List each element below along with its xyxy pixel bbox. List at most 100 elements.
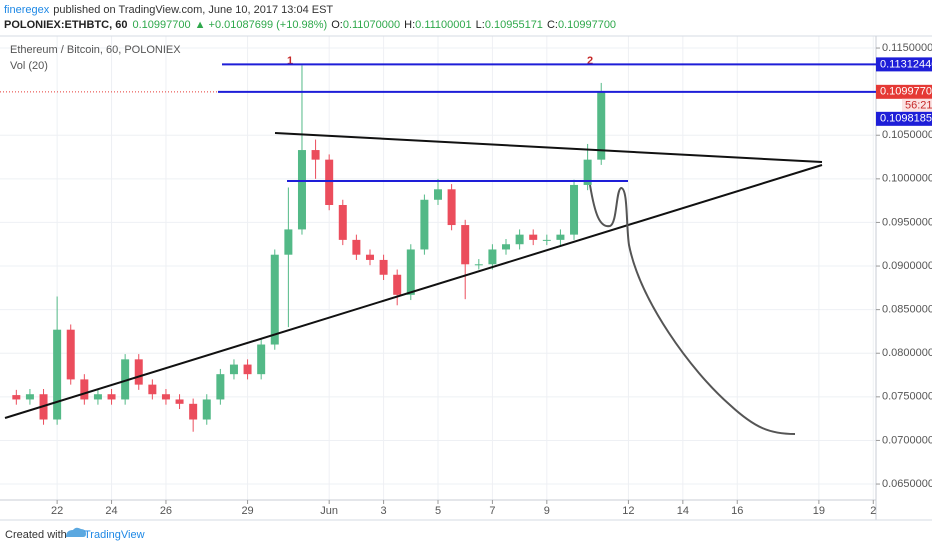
candle-body [202, 399, 211, 420]
x-tick-label: 2 [870, 505, 876, 517]
candle-body [53, 329, 62, 420]
candle-body [325, 159, 334, 205]
candle-body [216, 374, 225, 400]
chart-title: Ethereum / Bitcoin, 60, POLONIEX [10, 44, 181, 56]
price-label: 0.10981853 [880, 113, 932, 125]
candle-body [406, 249, 415, 295]
candle-body [148, 384, 157, 395]
candle-body [474, 264, 483, 266]
ohlc-value: 0.11100001 [415, 19, 471, 31]
price-label: 0.11312446 [880, 58, 932, 70]
candle-body [175, 399, 184, 404]
candle-body [542, 239, 551, 241]
candle-body [556, 234, 565, 240]
ohlc-value: 0.10955171 [485, 19, 543, 31]
ohlc-value: 0.10997700 [558, 19, 616, 31]
projection-curve [589, 184, 796, 435]
x-tick-label: 5 [435, 505, 441, 517]
indicator-label: Vol (20) [10, 60, 48, 72]
candle-body [93, 394, 102, 400]
x-tick-label: 24 [105, 505, 117, 517]
candle-body [66, 329, 75, 380]
symbol-line: POLONIEX:ETHBTC, 60 0.10997700 ▲ +0.010876… [4, 19, 616, 31]
candle-body [502, 244, 511, 250]
candle-body [597, 91, 606, 160]
x-tick-label: 12 [622, 505, 634, 517]
candle-body [434, 189, 442, 200]
footer-text: Created with [5, 529, 67, 541]
x-tick-label: 22 [51, 505, 63, 517]
x-tick-label: 14 [677, 505, 689, 517]
candle-body [243, 364, 252, 375]
ohlc-key: L: [476, 19, 485, 31]
trend-line [4, 164, 823, 419]
trend-line [274, 132, 823, 163]
candle-body [107, 394, 116, 400]
ohlc-value: 0.11070000 [343, 19, 400, 31]
candle-body [257, 344, 266, 375]
ohlc-key: O: [331, 19, 343, 31]
y-tick-label: 0.06500000 [882, 478, 932, 490]
candle-body [338, 204, 347, 240]
plot-area [0, 36, 876, 500]
price-label-box [876, 57, 932, 72]
candle-body [420, 199, 429, 250]
candle-body [529, 234, 538, 240]
ohlc-key: H: [404, 19, 415, 31]
x-tick-label: 3 [381, 505, 387, 517]
candle-body [12, 395, 21, 400]
candle-body [161, 394, 170, 400]
symbol: POLONIEX:ETHBTC, 60 [4, 19, 127, 31]
ohlc-key: C: [547, 19, 558, 31]
x-tick-label: 19 [813, 505, 825, 517]
x-tick-label: 26 [160, 505, 172, 517]
price-label: 0.10997700 [880, 86, 932, 98]
candle-body [570, 184, 579, 235]
candle-body [447, 189, 456, 226]
published: published on TradingView.com, June 10, 2… [53, 4, 333, 16]
candle-body [393, 274, 402, 295]
candle-body [284, 229, 293, 255]
candle-body [515, 234, 524, 245]
price-label-box [876, 84, 932, 99]
price-label-box [876, 111, 932, 126]
publish-line: fineregex published on TradingView.com, J… [4, 4, 333, 16]
candle-body [121, 359, 130, 400]
x-tick-label: 9 [544, 505, 550, 517]
candle-body [583, 159, 592, 185]
candle-body [297, 150, 306, 230]
author[interactable]: fineregex [4, 4, 50, 16]
candle-body [379, 259, 388, 275]
last-price: 0.10997700 [132, 19, 190, 31]
candle-body [229, 364, 238, 375]
logo [66, 527, 86, 537]
annotation: 1 [287, 55, 293, 67]
candle-body [80, 379, 89, 400]
candle-body [134, 359, 143, 385]
candle-body [488, 249, 497, 265]
candle-body [365, 254, 374, 260]
x-tick-label: Jun [320, 505, 338, 517]
change: ▲ +0.01087699 (+10.98%) [195, 19, 328, 31]
candle-body [25, 394, 34, 400]
candle-body [352, 239, 361, 255]
annotation: 2 [587, 55, 593, 67]
candle-body [461, 225, 470, 265]
candle-body [270, 254, 279, 345]
countdown-box [902, 98, 932, 112]
x-tick-label: 7 [489, 505, 495, 517]
footer-brand[interactable]: TradingView [84, 529, 145, 541]
x-tick-label: 29 [241, 505, 253, 517]
x-tick-label: 16 [731, 505, 743, 517]
countdown: 56:21 [905, 100, 932, 112]
